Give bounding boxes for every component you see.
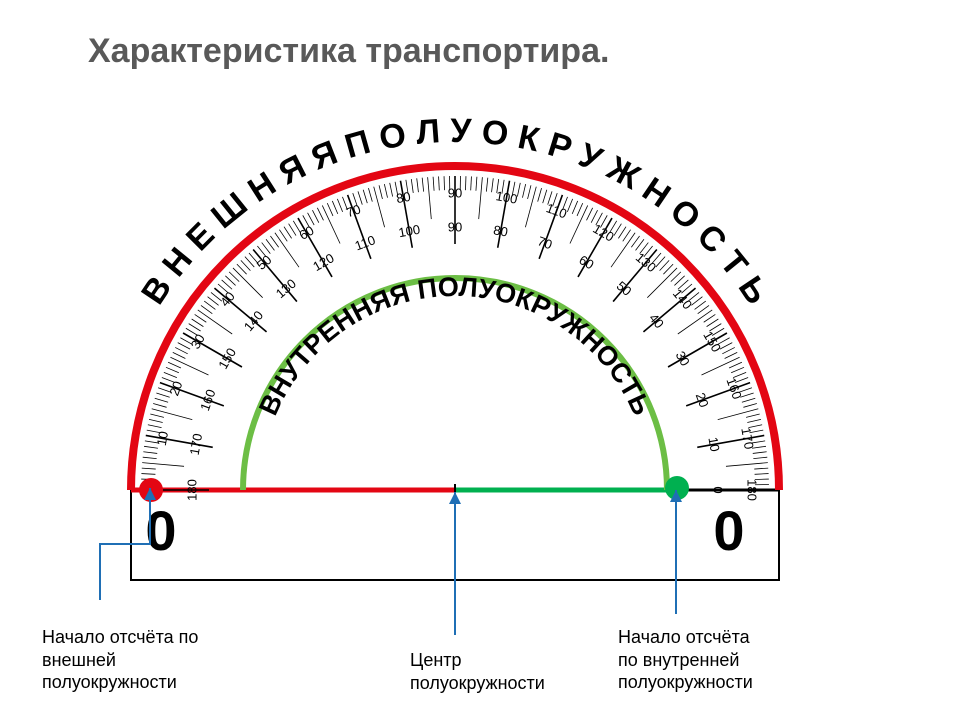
svg-text:70: 70 [536,233,555,252]
svg-text:120: 120 [310,250,336,274]
svg-text:140: 140 [241,308,266,334]
svg-text:110: 110 [353,232,378,253]
svg-text:60: 60 [296,223,316,243]
svg-text:150: 150 [215,345,239,371]
svg-text:130: 130 [633,250,659,275]
slide: Характеристика транспортира. 01801017020… [0,0,960,720]
svg-text:0: 0 [711,486,726,493]
svg-text:ВНУТРЕННЯЯ ПОЛУОКРУЖНОСТЬ: ВНУТРЕННЯЯ ПОЛУОКРУЖНОСТЬ [253,272,657,420]
callout-left-line2: внешней [42,649,198,672]
svg-text:180: 180 [745,479,760,501]
svg-text:150: 150 [700,328,724,354]
callout-right-line1: Начало отсчёта [618,626,753,649]
svg-text:60: 60 [577,252,597,272]
protractor-svg: 0180101702016030150401405013060120701108… [0,0,960,720]
callout-left-line3: полуокружности [42,671,198,694]
svg-text:70: 70 [344,201,363,220]
callout-right-line3: полуокружности [618,671,753,694]
callout-center-line2: полуокружности [410,672,545,695]
svg-text:30: 30 [188,331,208,351]
callout-right-line2: по внутренней [618,649,753,672]
svg-text:170: 170 [738,426,757,450]
callout-center: Центр полуокружности [410,649,545,694]
svg-text:90: 90 [448,185,462,200]
svg-text:30: 30 [673,348,693,368]
svg-text:80: 80 [492,222,509,239]
svg-text:50: 50 [254,252,275,273]
svg-text:0: 0 [713,499,744,562]
svg-text:20: 20 [693,391,712,410]
svg-text:160: 160 [723,376,745,402]
svg-text:10: 10 [705,436,722,453]
svg-text:90: 90 [448,219,462,234]
svg-text:100: 100 [397,222,421,241]
callout-right: Начало отсчёта по внутренней полуокружно… [618,626,753,694]
svg-text:50: 50 [614,278,635,299]
callout-center-line1: Центр [410,649,545,672]
svg-text:80: 80 [395,189,412,206]
svg-text:140: 140 [670,286,695,312]
svg-text:10: 10 [154,430,171,447]
svg-text:120: 120 [590,221,616,245]
svg-text:40: 40 [646,311,667,332]
svg-text:170: 170 [187,432,206,456]
svg-text:40: 40 [217,289,238,310]
svg-text:160: 160 [197,387,219,413]
svg-text:100: 100 [495,188,519,207]
svg-text:130: 130 [273,276,299,301]
svg-text:20: 20 [166,379,185,398]
svg-text:180: 180 [184,479,199,501]
callout-left-line1: Начало отсчёта по [42,626,198,649]
callout-left: Начало отсчёта по внешней полуокружности [42,626,198,694]
